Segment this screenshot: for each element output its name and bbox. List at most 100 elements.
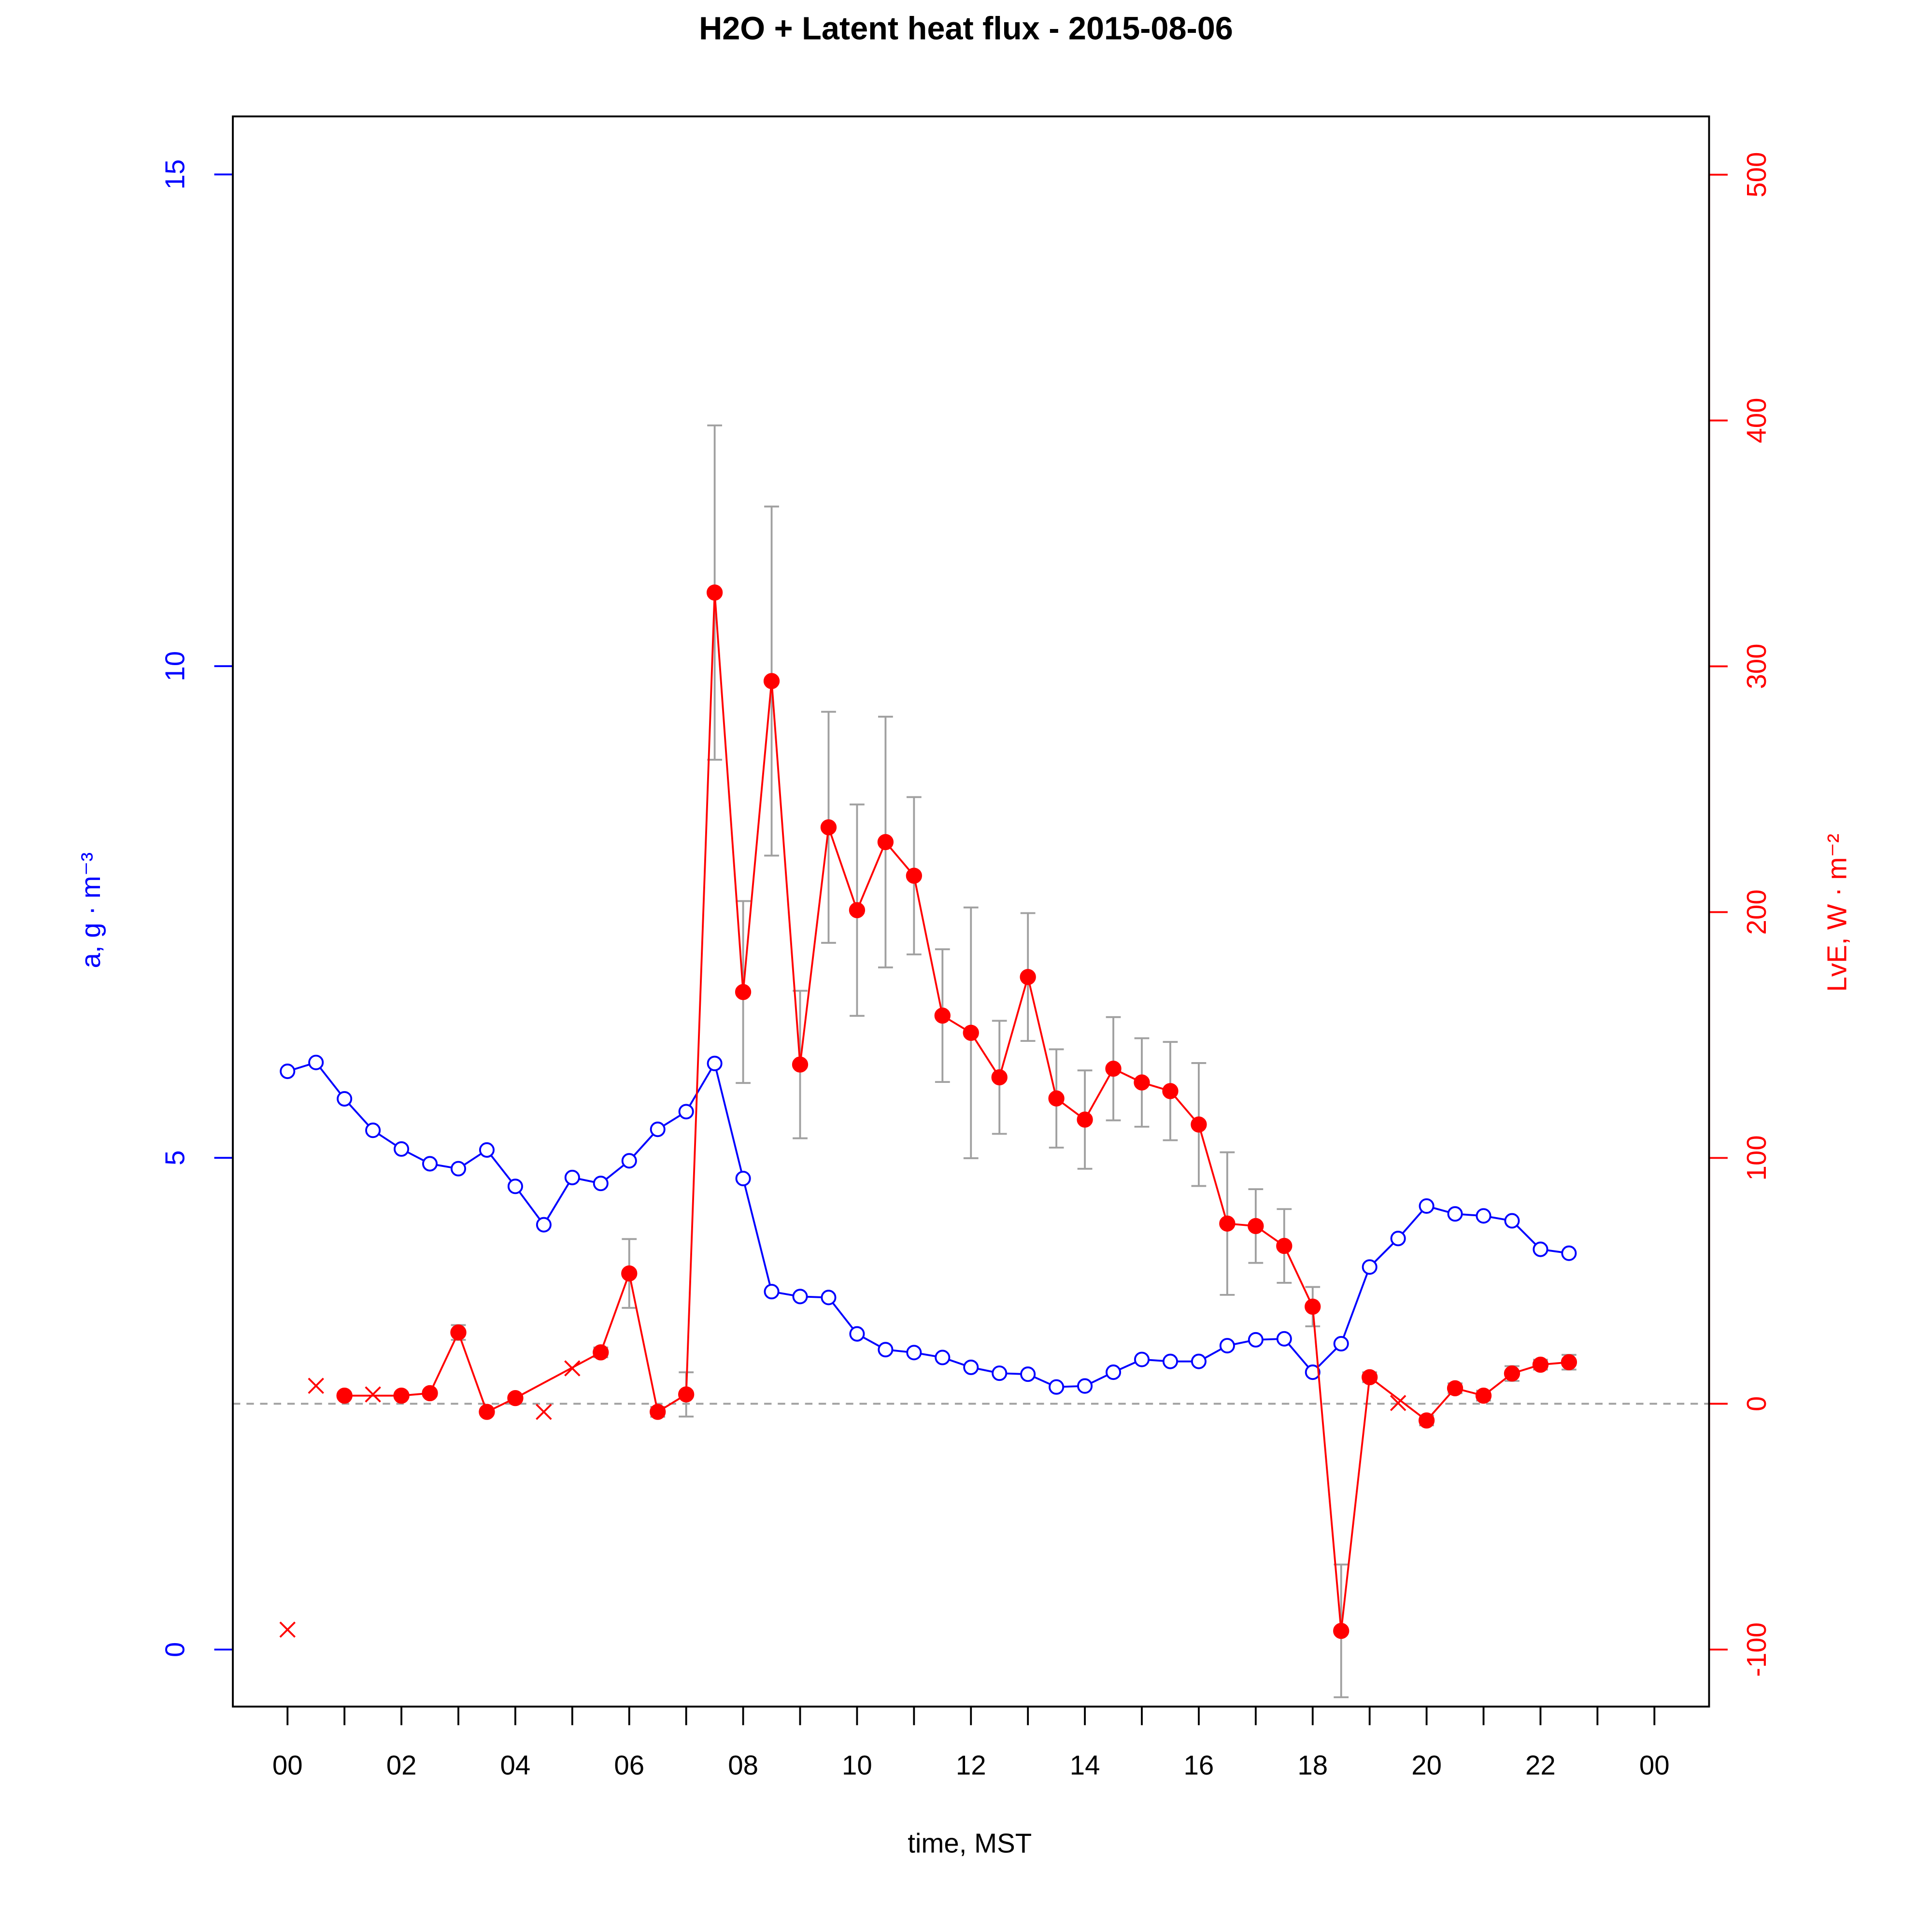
point <box>1276 1237 1293 1254</box>
y-axis-label: a, g · m⁻³ <box>75 852 106 968</box>
y2-tick-label: 400 <box>1741 398 1772 443</box>
point <box>422 1156 438 1172</box>
point <box>621 1265 638 1282</box>
point <box>1077 1111 1093 1128</box>
point <box>564 1169 580 1185</box>
y-tick-label: 10 <box>160 651 190 682</box>
point <box>1248 1332 1264 1348</box>
point <box>365 1122 381 1138</box>
x-tick-label: 02 <box>386 1750 417 1780</box>
point <box>1447 1380 1463 1396</box>
point <box>1504 1365 1520 1382</box>
point <box>1134 1074 1150 1091</box>
point <box>1191 1116 1207 1133</box>
x-tick-label: 20 <box>1411 1750 1442 1780</box>
x-tick-label: 10 <box>842 1750 872 1780</box>
point <box>621 1153 637 1169</box>
point <box>1418 1412 1435 1429</box>
x-tick-label: 00 <box>1639 1750 1670 1780</box>
point <box>1162 1353 1178 1369</box>
y2-tick-label: 500 <box>1741 152 1772 198</box>
x-tick-label: 22 <box>1525 1750 1556 1780</box>
x-tick-label: 14 <box>1070 1750 1100 1780</box>
y2-tick-label: -100 <box>1741 1622 1772 1677</box>
point <box>906 1345 922 1361</box>
point <box>336 1387 353 1404</box>
point <box>1106 1364 1122 1380</box>
point <box>422 1385 438 1402</box>
point <box>706 584 723 601</box>
point <box>963 1024 979 1041</box>
chart-title: H2O + Latent heat flux - 2015-08-06 <box>699 11 1233 47</box>
point <box>1532 1356 1549 1373</box>
point <box>1476 1208 1492 1224</box>
point <box>735 984 752 1000</box>
point <box>1333 1336 1349 1352</box>
point <box>678 1386 695 1403</box>
point <box>337 1091 353 1107</box>
x-tick-label: 06 <box>614 1750 644 1780</box>
point <box>393 1387 410 1404</box>
point <box>650 1404 666 1420</box>
point <box>821 1290 837 1306</box>
x-tick-label: 16 <box>1184 1750 1214 1780</box>
flagged-point <box>564 1360 581 1377</box>
series-line <box>344 592 1569 1631</box>
point <box>1077 1378 1093 1394</box>
point <box>935 1350 951 1365</box>
point <box>763 673 780 689</box>
point <box>877 834 894 851</box>
point <box>1419 1198 1435 1214</box>
point <box>1447 1206 1463 1222</box>
point <box>820 819 837 836</box>
point <box>906 867 923 884</box>
point <box>934 1008 951 1024</box>
point <box>593 1176 609 1192</box>
flagged-point <box>365 1386 381 1403</box>
x-tick-label: 12 <box>956 1750 986 1780</box>
point <box>707 1055 723 1071</box>
point <box>849 1326 865 1342</box>
point <box>1020 969 1036 985</box>
point <box>1561 1354 1577 1370</box>
point <box>507 1179 523 1194</box>
point <box>878 1342 894 1358</box>
point <box>1390 1231 1406 1247</box>
point <box>1134 1351 1150 1367</box>
point <box>1362 1369 1378 1386</box>
flagged-point <box>536 1404 552 1420</box>
point <box>1305 1298 1321 1315</box>
plot-frame <box>232 115 1710 1708</box>
point <box>792 1056 809 1073</box>
y2-tick-label: 100 <box>1741 1135 1772 1180</box>
point <box>1248 1218 1264 1235</box>
x-tick-label: 08 <box>728 1750 758 1780</box>
x-tick-label: 00 <box>272 1750 303 1780</box>
y-tick-label: 5 <box>160 1151 190 1165</box>
flagged-point <box>279 1621 296 1638</box>
point <box>1362 1259 1378 1275</box>
y2-axis-label: LvE, W · m⁻² <box>1822 834 1852 992</box>
point <box>1504 1213 1520 1229</box>
x-tick-label: 04 <box>500 1750 531 1780</box>
point <box>1191 1353 1207 1369</box>
point <box>678 1104 694 1120</box>
y2-tick-label: 0 <box>1741 1396 1772 1411</box>
point <box>450 1161 467 1177</box>
point <box>849 902 866 919</box>
point <box>1561 1245 1577 1261</box>
point <box>650 1122 666 1137</box>
point <box>308 1054 324 1070</box>
series-line <box>287 1061 1569 1388</box>
point <box>792 1289 808 1305</box>
point <box>394 1141 410 1157</box>
point <box>1020 1366 1036 1382</box>
x-tick-label: 18 <box>1297 1750 1328 1780</box>
point <box>1305 1364 1321 1380</box>
point <box>764 1284 780 1300</box>
point <box>735 1170 751 1186</box>
point <box>536 1217 552 1233</box>
